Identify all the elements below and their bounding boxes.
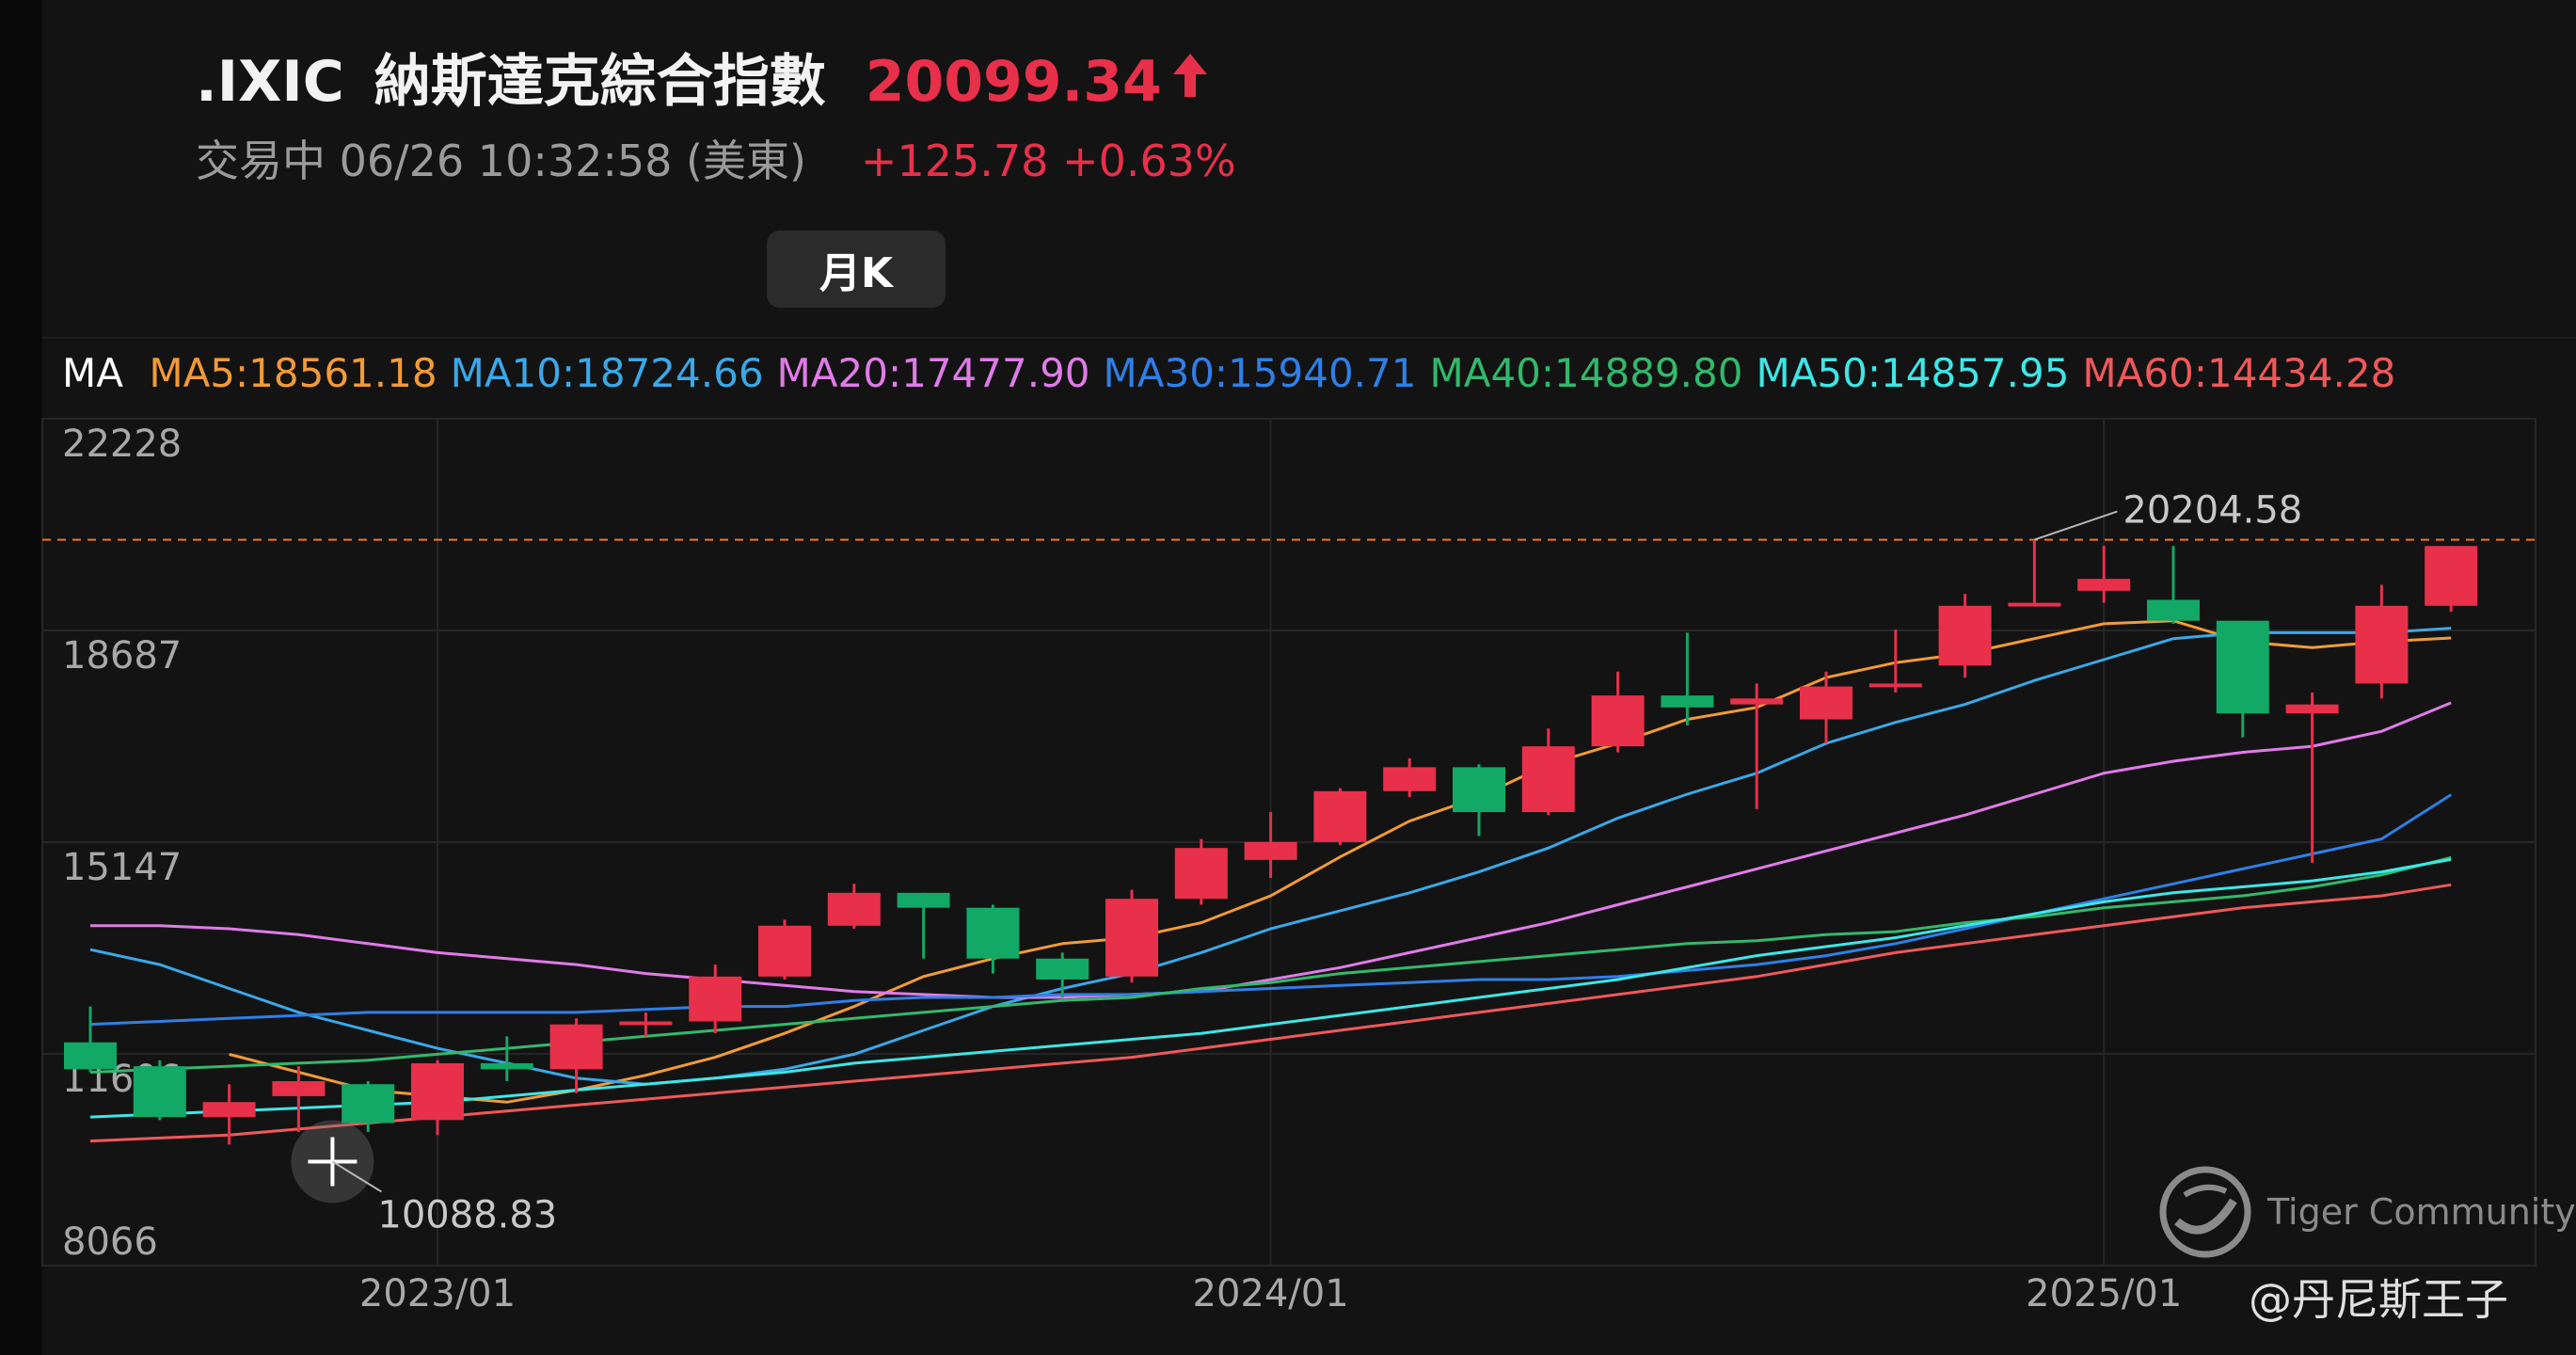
x-tick-label: 2025/01 xyxy=(2026,1272,2182,1315)
candle-body xyxy=(758,925,811,977)
candle-body xyxy=(2216,620,2269,714)
candle-body xyxy=(1383,767,1437,791)
candle-body xyxy=(549,1024,603,1070)
candle-body xyxy=(897,892,950,908)
candle-body xyxy=(619,1021,673,1026)
ma-legend-item: MA40:14889.80 xyxy=(1429,350,1743,396)
ma-legend: MA MA5:18561.18 MA10:18724.66 MA20:17477.9… xyxy=(62,350,2409,396)
candle-body xyxy=(1730,698,1784,705)
ma-line-ma5 xyxy=(229,619,2452,1104)
candle-body xyxy=(1174,848,1228,900)
max-annotation-leader xyxy=(2034,510,2118,541)
candle-body xyxy=(2355,605,2409,684)
ma-legend-item: MA20:17477.90 xyxy=(776,350,1090,396)
y-tick-label: 22228 xyxy=(62,422,182,466)
ma-legend-item: MA5:18561.18 xyxy=(149,350,437,396)
candle-body xyxy=(2425,546,2478,606)
candle-body xyxy=(2077,579,2131,591)
ma-line-ma40 xyxy=(89,855,2452,1074)
ma-line-ma50 xyxy=(89,857,2452,1119)
y-tick-label: 15147 xyxy=(62,846,182,889)
candle-body xyxy=(1800,686,1852,720)
candle-body xyxy=(202,1102,256,1118)
candle-body xyxy=(411,1062,464,1121)
ma-legend-item: MA10:18724.66 xyxy=(450,350,764,396)
tiger-logo-icon xyxy=(2159,1166,2251,1258)
max-annotation-label: 20204.58 xyxy=(2123,489,2302,533)
candle-body xyxy=(1036,958,1089,980)
watermark-text: Tiger Community xyxy=(2267,1191,2576,1233)
ma-line-ma60 xyxy=(89,883,2452,1143)
candle-body xyxy=(689,976,742,1022)
last-price: 20099.34 xyxy=(865,49,1162,115)
period-monthly-button[interactable]: 月K xyxy=(767,231,946,308)
status-row: 交易中 06/26 10:32:58 (美東) +125.78 +0.63% xyxy=(196,127,1236,189)
title-row: .IXIC 納斯達克綜合指數 20099.34 xyxy=(196,36,1236,118)
ma-legend-item: MA50:14857.95 xyxy=(1756,350,2070,396)
ma-legend-item: MA30:15940.71 xyxy=(1103,350,1417,396)
candle-body xyxy=(2147,599,2200,621)
ma-line-ma10 xyxy=(89,627,2452,1086)
tiger-community-watermark: Tiger Community xyxy=(2156,1163,2576,1261)
candle-body xyxy=(1521,746,1575,813)
ma-legend-item: MA60:14434.28 xyxy=(2082,350,2396,396)
candle-body xyxy=(1105,899,1158,977)
candle-body xyxy=(1661,695,1714,708)
left-edge-bar xyxy=(0,0,42,1355)
candle-body xyxy=(64,1042,117,1070)
candle-body xyxy=(1591,695,1645,747)
trading-status: 交易中 06/26 10:32:58 (美東) xyxy=(196,136,806,186)
candle-body xyxy=(342,1084,395,1124)
candle-body xyxy=(966,907,1020,959)
x-tick-label: 2024/01 xyxy=(1193,1272,1349,1315)
candle-body xyxy=(2008,602,2061,607)
quote-header: .IXIC 納斯達克綜合指數 20099.34 交易中 06/26 10:32:… xyxy=(196,36,1236,189)
x-tick-label: 2023/01 xyxy=(359,1272,516,1315)
index-name: 納斯達克綜合指數 xyxy=(374,49,826,115)
candle-body xyxy=(1868,683,1922,688)
min-annotation-label: 10088.83 xyxy=(377,1193,557,1236)
y-tick-label: 8066 xyxy=(62,1220,158,1264)
candle-body xyxy=(1244,841,1297,860)
ma-line-ma20 xyxy=(90,701,2452,999)
candle-body xyxy=(133,1066,186,1118)
price-change: +125.78 +0.63% xyxy=(860,136,1236,186)
candle-body xyxy=(2285,704,2339,714)
up-arrow-icon xyxy=(1172,54,1207,97)
divider xyxy=(42,337,2576,339)
candle-body xyxy=(1938,605,1992,666)
candle-body xyxy=(1313,790,1367,842)
ma-legend-title: MA xyxy=(62,350,123,396)
candle-body xyxy=(272,1081,326,1096)
candle-body xyxy=(1453,767,1505,813)
ticker-symbol: .IXIC xyxy=(196,49,344,115)
candle-body xyxy=(480,1062,533,1070)
user-tag: @丹尼斯王子 xyxy=(2249,1274,2508,1325)
candle-body xyxy=(827,892,881,926)
min-annotation-leader xyxy=(331,1160,382,1193)
y-tick-label: 18687 xyxy=(62,634,182,678)
